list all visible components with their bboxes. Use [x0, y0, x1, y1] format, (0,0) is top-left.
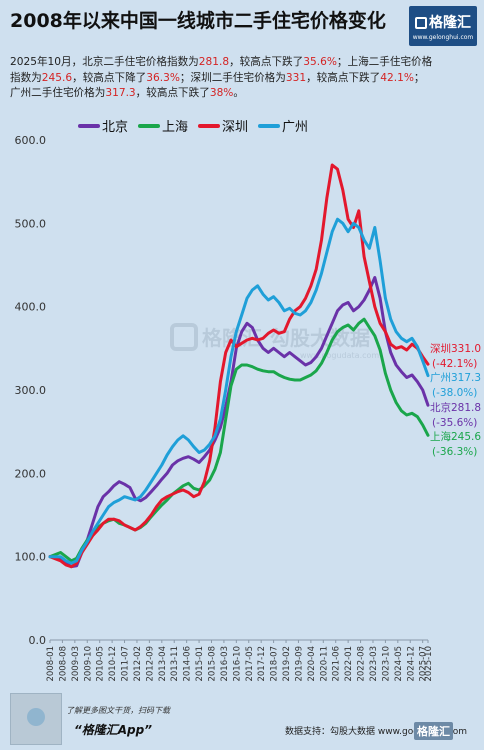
end-change-label: (-36.3%): [432, 446, 477, 458]
end-value-label: 广州317.3: [430, 372, 481, 384]
legend-label: 广州: [282, 120, 308, 135]
x-tick-label: 2010-12: [108, 646, 118, 682]
x-tick-label: 2017-05: [245, 646, 255, 682]
x-tick-label: 2016-03: [220, 646, 230, 682]
end-change-label: (-38.0%): [432, 387, 477, 399]
x-tick-label: 2022-01: [344, 646, 354, 682]
footer-promo: 了解更多图文干货，扫码下载: [66, 706, 170, 715]
x-tick-label: 2013-11: [170, 646, 180, 682]
x-tick-label: 2022-08: [357, 646, 367, 682]
summary-text-part: 。: [233, 87, 244, 99]
summary-text-part: ，较高点下降了: [72, 71, 147, 84]
series-line-北京: [48, 276, 430, 569]
summary-highlight: 38%: [209, 87, 234, 99]
summary-text-part: 2025年10月，北京二手住宅价格指数为: [10, 56, 199, 68]
y-tick-label: 100.0: [15, 551, 47, 564]
footer-logo: 格隆汇: [414, 722, 453, 740]
x-tick-label: 2020-11: [319, 646, 329, 682]
end-value-label: 北京281.8: [430, 401, 481, 414]
end-value-label: 深圳331.0: [430, 343, 481, 355]
summary-highlight: 35.6%: [303, 56, 337, 68]
legend-label: 北京: [102, 120, 128, 135]
summary-text-part: 广州二手住宅价格为: [10, 87, 106, 99]
summary-text: 2025年10月，北京二手住宅价格指数为281.8，较高点下跌了35.6%；上海…: [10, 55, 476, 102]
x-tick-label: 2009-10: [83, 646, 93, 682]
x-tick-label: 2025-10: [424, 646, 434, 682]
chart-lines: [48, 163, 430, 569]
summary-text-part: 指数为: [10, 71, 42, 84]
summary-highlight: 245.6: [41, 71, 73, 84]
summary-highlight: 36.3%: [146, 71, 180, 84]
end-value-label: 上海245.6: [430, 430, 481, 443]
y-tick-label: 0.0: [29, 634, 47, 647]
summary-text-part: ；上海二手住宅价格: [336, 56, 433, 68]
x-tick-label: 2012-09: [145, 646, 155, 682]
legend-label: 上海: [162, 120, 188, 135]
legend-label: 深圳: [222, 120, 248, 135]
summary-text-part: ；: [413, 71, 425, 84]
summary-highlight: 331: [285, 71, 307, 84]
x-tick-label: 2019-02: [282, 646, 292, 682]
footer-app-name: “格隆汇App”: [74, 723, 152, 737]
brand-logo-site: www.gelonghui.com: [412, 34, 474, 41]
y-tick-label: 600.0: [15, 134, 47, 147]
x-tick-label: 2009-03: [71, 646, 81, 682]
summary-text-part: ，较高点下跌了: [229, 56, 304, 68]
qr-code-image: [10, 693, 62, 745]
end-change-label: (-35.6%): [432, 417, 477, 429]
x-tick-label: 2023-10: [381, 646, 391, 682]
summary-highlight: 42.1%: [380, 71, 414, 84]
x-tick-label: 2015-08: [207, 646, 217, 682]
chart-axes: 0.0 100.0 200.0 300.0 400.0 500.0 600.0 2008-01…: [15, 134, 435, 682]
series-line-广州: [48, 217, 430, 565]
summary-highlight: 281.8: [198, 56, 230, 68]
x-tick-label: 2018-07: [270, 646, 280, 682]
brand-logo-icon: [415, 17, 427, 29]
x-tick-label: 2024-12: [406, 646, 416, 682]
footer-source: 数据支持：勾股大数据 www.gogudata.com: [285, 727, 467, 737]
x-tick-label: 2017-12: [257, 646, 267, 682]
series-line-上海: [48, 317, 430, 563]
y-tick-label: 300.0: [15, 384, 47, 397]
x-tick-label: 2012-02: [133, 646, 143, 682]
x-tick-label: 2024-05: [394, 646, 404, 682]
chart-end-labels: 北京281.8 (-35.6%)上海245.6 (-36.3%) 深圳331.0 (-4…: [430, 343, 481, 458]
x-tick-label: 2008-08: [58, 646, 68, 682]
x-tick-label: 2019-09: [294, 646, 304, 682]
summary-text-part: ，较高点下跌了: [306, 71, 381, 84]
summary-text-part: ；深圳二手住宅价格为: [179, 71, 286, 84]
x-tick-label: 2025-07: [419, 646, 429, 682]
brand-logo-text: 格隆汇: [429, 15, 471, 31]
x-tick-label: 2014-06: [183, 646, 193, 682]
summary-highlight: 317.3: [105, 87, 136, 99]
y-tick-label: 400.0: [15, 301, 47, 314]
x-tick-label: 2023-03: [369, 646, 379, 682]
watermark-logo-icon: [170, 323, 198, 351]
x-tick-label: 2008-01: [46, 646, 56, 682]
summary-text-part: ，较高点下跌了: [135, 87, 210, 99]
x-tick-label: 2010-05: [96, 646, 106, 682]
x-tick-label: 2020-04: [307, 646, 317, 682]
page-title: 2008年以来中国一线城市二手住宅价格变化: [10, 10, 386, 32]
chart-legend: 北京 上海 深圳 广州: [78, 120, 308, 135]
x-tick-label: 2015-01: [195, 646, 205, 682]
y-tick-label: 200.0: [15, 467, 47, 480]
x-tick-label: 2011-07: [121, 646, 131, 682]
x-tick-label: 2021-06: [332, 646, 342, 682]
x-tick-label: 2016-10: [232, 646, 242, 682]
watermark-site: www.gogudata.com: [300, 351, 379, 360]
y-tick-label: 500.0: [15, 217, 47, 230]
x-tick-label: 2013-04: [158, 646, 168, 682]
brand-logo: 格隆汇 www.gelonghui.com: [409, 6, 477, 46]
series-line-深圳: [48, 163, 430, 569]
end-change-label: (-42.1%): [432, 358, 477, 370]
